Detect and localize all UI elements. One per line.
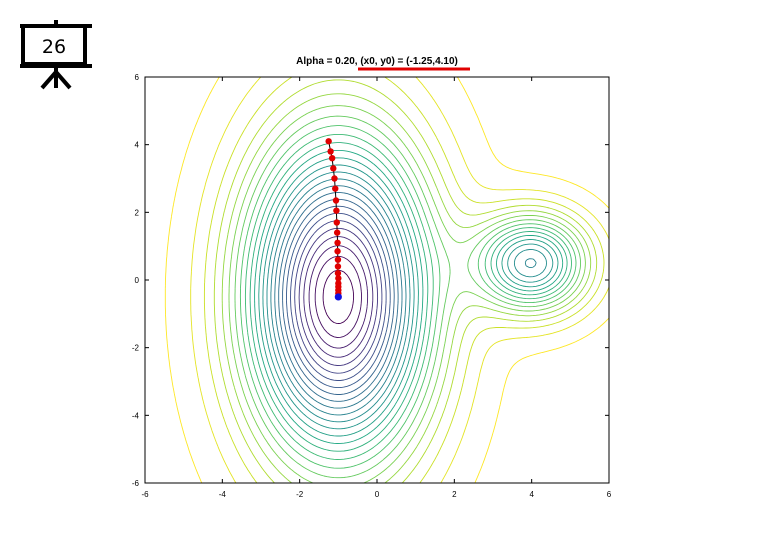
contour-level xyxy=(270,178,537,416)
contour-level xyxy=(213,79,598,483)
y-tick-label: -4 xyxy=(132,411,140,420)
descent-step-point xyxy=(333,207,340,214)
contour-level xyxy=(303,236,374,358)
contour-level xyxy=(294,220,383,374)
contour-level xyxy=(322,269,355,325)
contour-level xyxy=(190,77,609,483)
contour-level xyxy=(239,125,577,469)
final-point xyxy=(334,293,342,301)
contour-level xyxy=(258,157,559,437)
contour-level xyxy=(282,198,395,395)
contour-level xyxy=(278,192,399,402)
descent-step-point xyxy=(334,256,342,263)
contour-level xyxy=(228,105,586,483)
x-tick-label: 6 xyxy=(607,490,612,499)
contour-level xyxy=(254,149,564,444)
descent-step-point xyxy=(334,239,341,246)
contour-level xyxy=(221,93,592,483)
descent-step-point xyxy=(328,155,336,162)
descent-step-point xyxy=(325,138,332,145)
descent-step-point xyxy=(334,248,341,255)
descent-step-point xyxy=(333,229,341,236)
x-tick-label: 2 xyxy=(452,490,457,499)
chart-title: Alpha = 0.20, (x0, y0) = (-1.25,4.10) xyxy=(296,56,458,67)
descent-step-point xyxy=(332,185,339,192)
x-tick-label: -4 xyxy=(219,490,227,499)
x-tick-label: 4 xyxy=(529,490,534,499)
descent-step-point xyxy=(334,263,342,270)
descent-step-point xyxy=(333,219,340,226)
descent-step-point xyxy=(335,275,342,282)
slide-number: 26 xyxy=(41,36,67,58)
y-tick-label: 6 xyxy=(135,73,140,82)
descent-step-point xyxy=(327,148,334,155)
descent-step-point xyxy=(332,197,340,204)
y-tick-label: -2 xyxy=(132,344,140,353)
contour-level xyxy=(203,77,605,483)
contour-level xyxy=(249,142,568,452)
contour-lines xyxy=(164,77,609,483)
contour-level xyxy=(290,212,387,381)
contour-level xyxy=(262,164,554,430)
contour-level xyxy=(266,171,547,423)
contour-level xyxy=(234,115,581,479)
y-tick-label: -6 xyxy=(132,479,140,488)
descent-step-point xyxy=(331,175,338,182)
contour-level xyxy=(314,255,362,338)
y-tick-label: 4 xyxy=(135,141,140,150)
contour-level xyxy=(244,133,572,460)
contour-level xyxy=(308,245,369,349)
y-tick-label: 2 xyxy=(135,208,140,217)
axis-ticks: -6 -4 -2 0 2 4 6 -6 -4 -2 0 2 4 6 xyxy=(132,73,612,499)
descent-path xyxy=(325,138,342,301)
contour-level xyxy=(164,77,609,483)
descent-step-point xyxy=(330,165,337,172)
contour-level xyxy=(298,227,379,366)
presentation-board-icon xyxy=(20,20,92,90)
x-tick-label: -2 xyxy=(296,490,304,499)
y-tick-label: 0 xyxy=(135,276,140,285)
contour-level xyxy=(274,185,403,409)
descent-step-point xyxy=(334,270,342,277)
x-tick-label: 0 xyxy=(375,490,380,499)
contour-level xyxy=(286,205,391,389)
x-tick-label: -6 xyxy=(141,490,149,499)
